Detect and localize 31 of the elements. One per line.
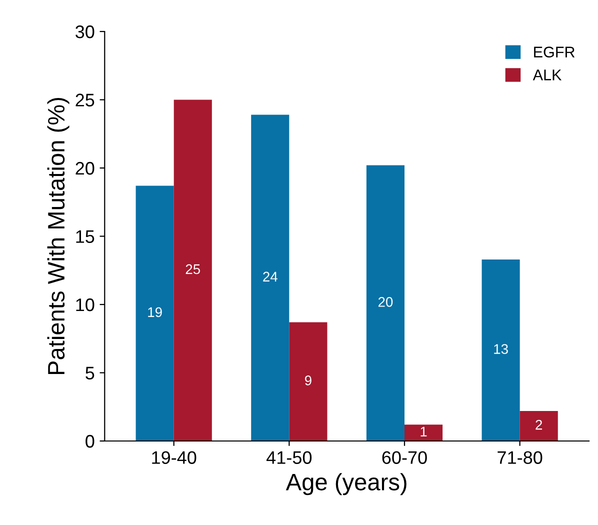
x-tick-label: 71-80 (498, 451, 542, 464)
data-label: 20 (378, 297, 393, 307)
x-tick-label: 60-70 (382, 451, 427, 464)
data-label: 19 (148, 307, 162, 318)
bar (174, 100, 212, 441)
y-tick-label: 25 (76, 94, 94, 106)
x-axis-title: Age (years) (286, 473, 406, 496)
data-label: 2 (536, 420, 542, 430)
x-tick-label: 41-50 (266, 451, 312, 464)
bar (404, 424, 443, 441)
y-tick-label: 30 (76, 25, 94, 38)
bar (520, 410, 558, 441)
y-tick-label: 15 (76, 230, 94, 243)
y-axis-title: Patients With Mutation (%) (47, 98, 70, 374)
bar (366, 165, 405, 441)
bar (251, 114, 290, 441)
data-label: 25 (186, 264, 200, 274)
y-tick-label: 0 (86, 434, 94, 448)
data-label: 24 (263, 272, 278, 282)
bar (289, 322, 328, 441)
x-tick-label: 19-40 (152, 451, 196, 464)
y-tick-label: 10 (76, 298, 94, 312)
legend-label: ALK (532, 70, 562, 80)
bar (136, 186, 174, 441)
data-label: 13 (494, 344, 508, 354)
y-tick-label: 20 (76, 162, 94, 175)
bar (482, 259, 520, 441)
y-tick-label: 5 (86, 366, 94, 380)
legend-label: EGFR (534, 46, 575, 58)
data-label: 9 (304, 376, 312, 386)
data-label: 1 (420, 426, 427, 436)
